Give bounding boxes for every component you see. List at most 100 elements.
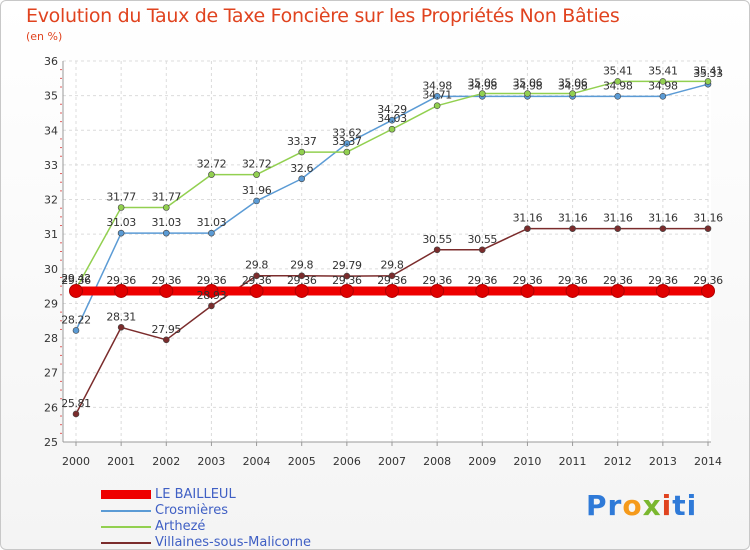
data-label-3: 31.16 [558, 212, 588, 225]
legend-swatch [101, 490, 151, 499]
data-point-2 [659, 78, 667, 85]
brand-letter: i [661, 489, 673, 522]
data-label-3: 27.95 [152, 323, 182, 336]
data-label-3: 28.31 [106, 310, 136, 323]
x-tick-label: 2001 [107, 455, 135, 468]
data-label-3: 29.79 [332, 259, 362, 272]
y-tick-label: 31 [44, 228, 58, 241]
data-point-2 [524, 90, 531, 97]
data-point-0 [475, 283, 490, 298]
data-point-2 [208, 171, 215, 178]
data-point-0 [610, 283, 625, 298]
data-point-2 [343, 148, 351, 156]
data-point-2 [162, 204, 170, 211]
data-label-0: 29.36 [603, 274, 633, 287]
data-label-2: 33.37 [332, 135, 362, 148]
data-label-1: 32.6 [290, 162, 313, 175]
data-point-3 [524, 225, 531, 232]
data-label-2: 32.72 [242, 158, 272, 171]
data-point-3 [253, 272, 260, 280]
data-label-1: 34.29 [377, 103, 407, 116]
x-tick-label: 2002 [152, 455, 180, 468]
data-label-1: 34.98 [558, 79, 588, 92]
legend-swatch [101, 510, 151, 512]
data-point-2 [298, 148, 306, 156]
data-label-2: 31.77 [106, 191, 136, 204]
x-tick-label: 2005 [288, 455, 316, 468]
data-point-1 [388, 116, 396, 124]
data-label-3: 28.93 [197, 289, 227, 302]
data-point-1 [117, 229, 125, 237]
data-label-0: 29.36 [513, 274, 543, 287]
data-label-2: 32.72 [197, 158, 227, 171]
data-point-0 [565, 283, 580, 298]
data-point-0 [385, 283, 399, 298]
data-label-3: 25.81 [61, 397, 91, 410]
x-tick-label: 2008 [423, 455, 451, 468]
data-label-0: 29.36 [468, 274, 498, 287]
unit-label: (en %) [26, 30, 63, 43]
data-point-3 [569, 225, 576, 232]
brand-logo: Proxiti [586, 489, 697, 522]
data-point-1 [659, 93, 667, 100]
data-label-0: 29.36 [242, 274, 272, 287]
data-point-0 [204, 283, 219, 298]
data-label-1: 34.98 [468, 79, 498, 92]
data-point-3 [433, 246, 441, 254]
plot-area [63, 61, 711, 442]
x-tick-label: 2007 [378, 455, 406, 468]
data-point-2 [704, 78, 712, 85]
brand-letter: Pr [586, 489, 623, 522]
data-point-0 [339, 283, 354, 298]
y-tick-label: 34 [44, 124, 58, 137]
data-point-3 [659, 225, 667, 232]
data-point-0 [430, 283, 445, 298]
data-point-2 [117, 204, 125, 211]
y-tick-label: 35 [44, 90, 58, 103]
brand-letter: x [642, 489, 662, 522]
x-tick-label: 2012 [604, 455, 632, 468]
legend-label: Arthezé [155, 519, 206, 534]
x-tick-label: 2013 [649, 455, 677, 468]
brand-letter: ti [672, 489, 698, 522]
data-point-0 [294, 283, 309, 298]
legend-label: Crosmières [155, 503, 228, 518]
data-point-2 [478, 90, 486, 97]
data-label-1: 35.33 [693, 67, 723, 80]
data-point-3 [208, 302, 215, 310]
data-point-0 [249, 283, 264, 298]
y-tick-label: 28 [44, 332, 58, 345]
y-tick-label: 33 [44, 159, 58, 172]
data-label-1: 34.98 [513, 79, 543, 92]
data-label-0: 29.36 [422, 274, 452, 287]
data-point-2 [433, 102, 441, 109]
data-label-0: 29.36 [377, 274, 407, 287]
data-point-3 [343, 272, 351, 280]
data-point-1 [162, 229, 170, 237]
data-point-3 [704, 225, 712, 232]
data-label-1: 34.98 [648, 79, 678, 92]
data-point-2 [253, 171, 260, 178]
legend-label: Villaines-sous-Malicorne [155, 535, 312, 550]
data-label-1: 28.22 [61, 313, 91, 326]
data-label-3: 29.8 [381, 259, 404, 272]
data-label-0: 29.36 [332, 274, 362, 287]
data-point-1 [298, 175, 306, 183]
data-label-3: 31.16 [648, 212, 678, 225]
data-label-3: 31.16 [693, 212, 723, 225]
data-point-1 [343, 140, 351, 147]
data-point-1 [433, 93, 441, 100]
data-label-1: 31.96 [242, 184, 272, 197]
data-label-0: 29.36 [152, 274, 182, 287]
data-label-0: 29.36 [106, 274, 136, 287]
data-point-3 [388, 272, 396, 280]
data-point-1 [72, 327, 80, 334]
data-point-3 [117, 324, 125, 331]
data-label-1: 31.03 [197, 216, 227, 229]
x-tick-label: 2014 [694, 455, 722, 468]
data-point-2 [388, 125, 396, 133]
x-tick-label: 2009 [468, 455, 496, 468]
data-label-0: 29.36 [287, 274, 317, 287]
